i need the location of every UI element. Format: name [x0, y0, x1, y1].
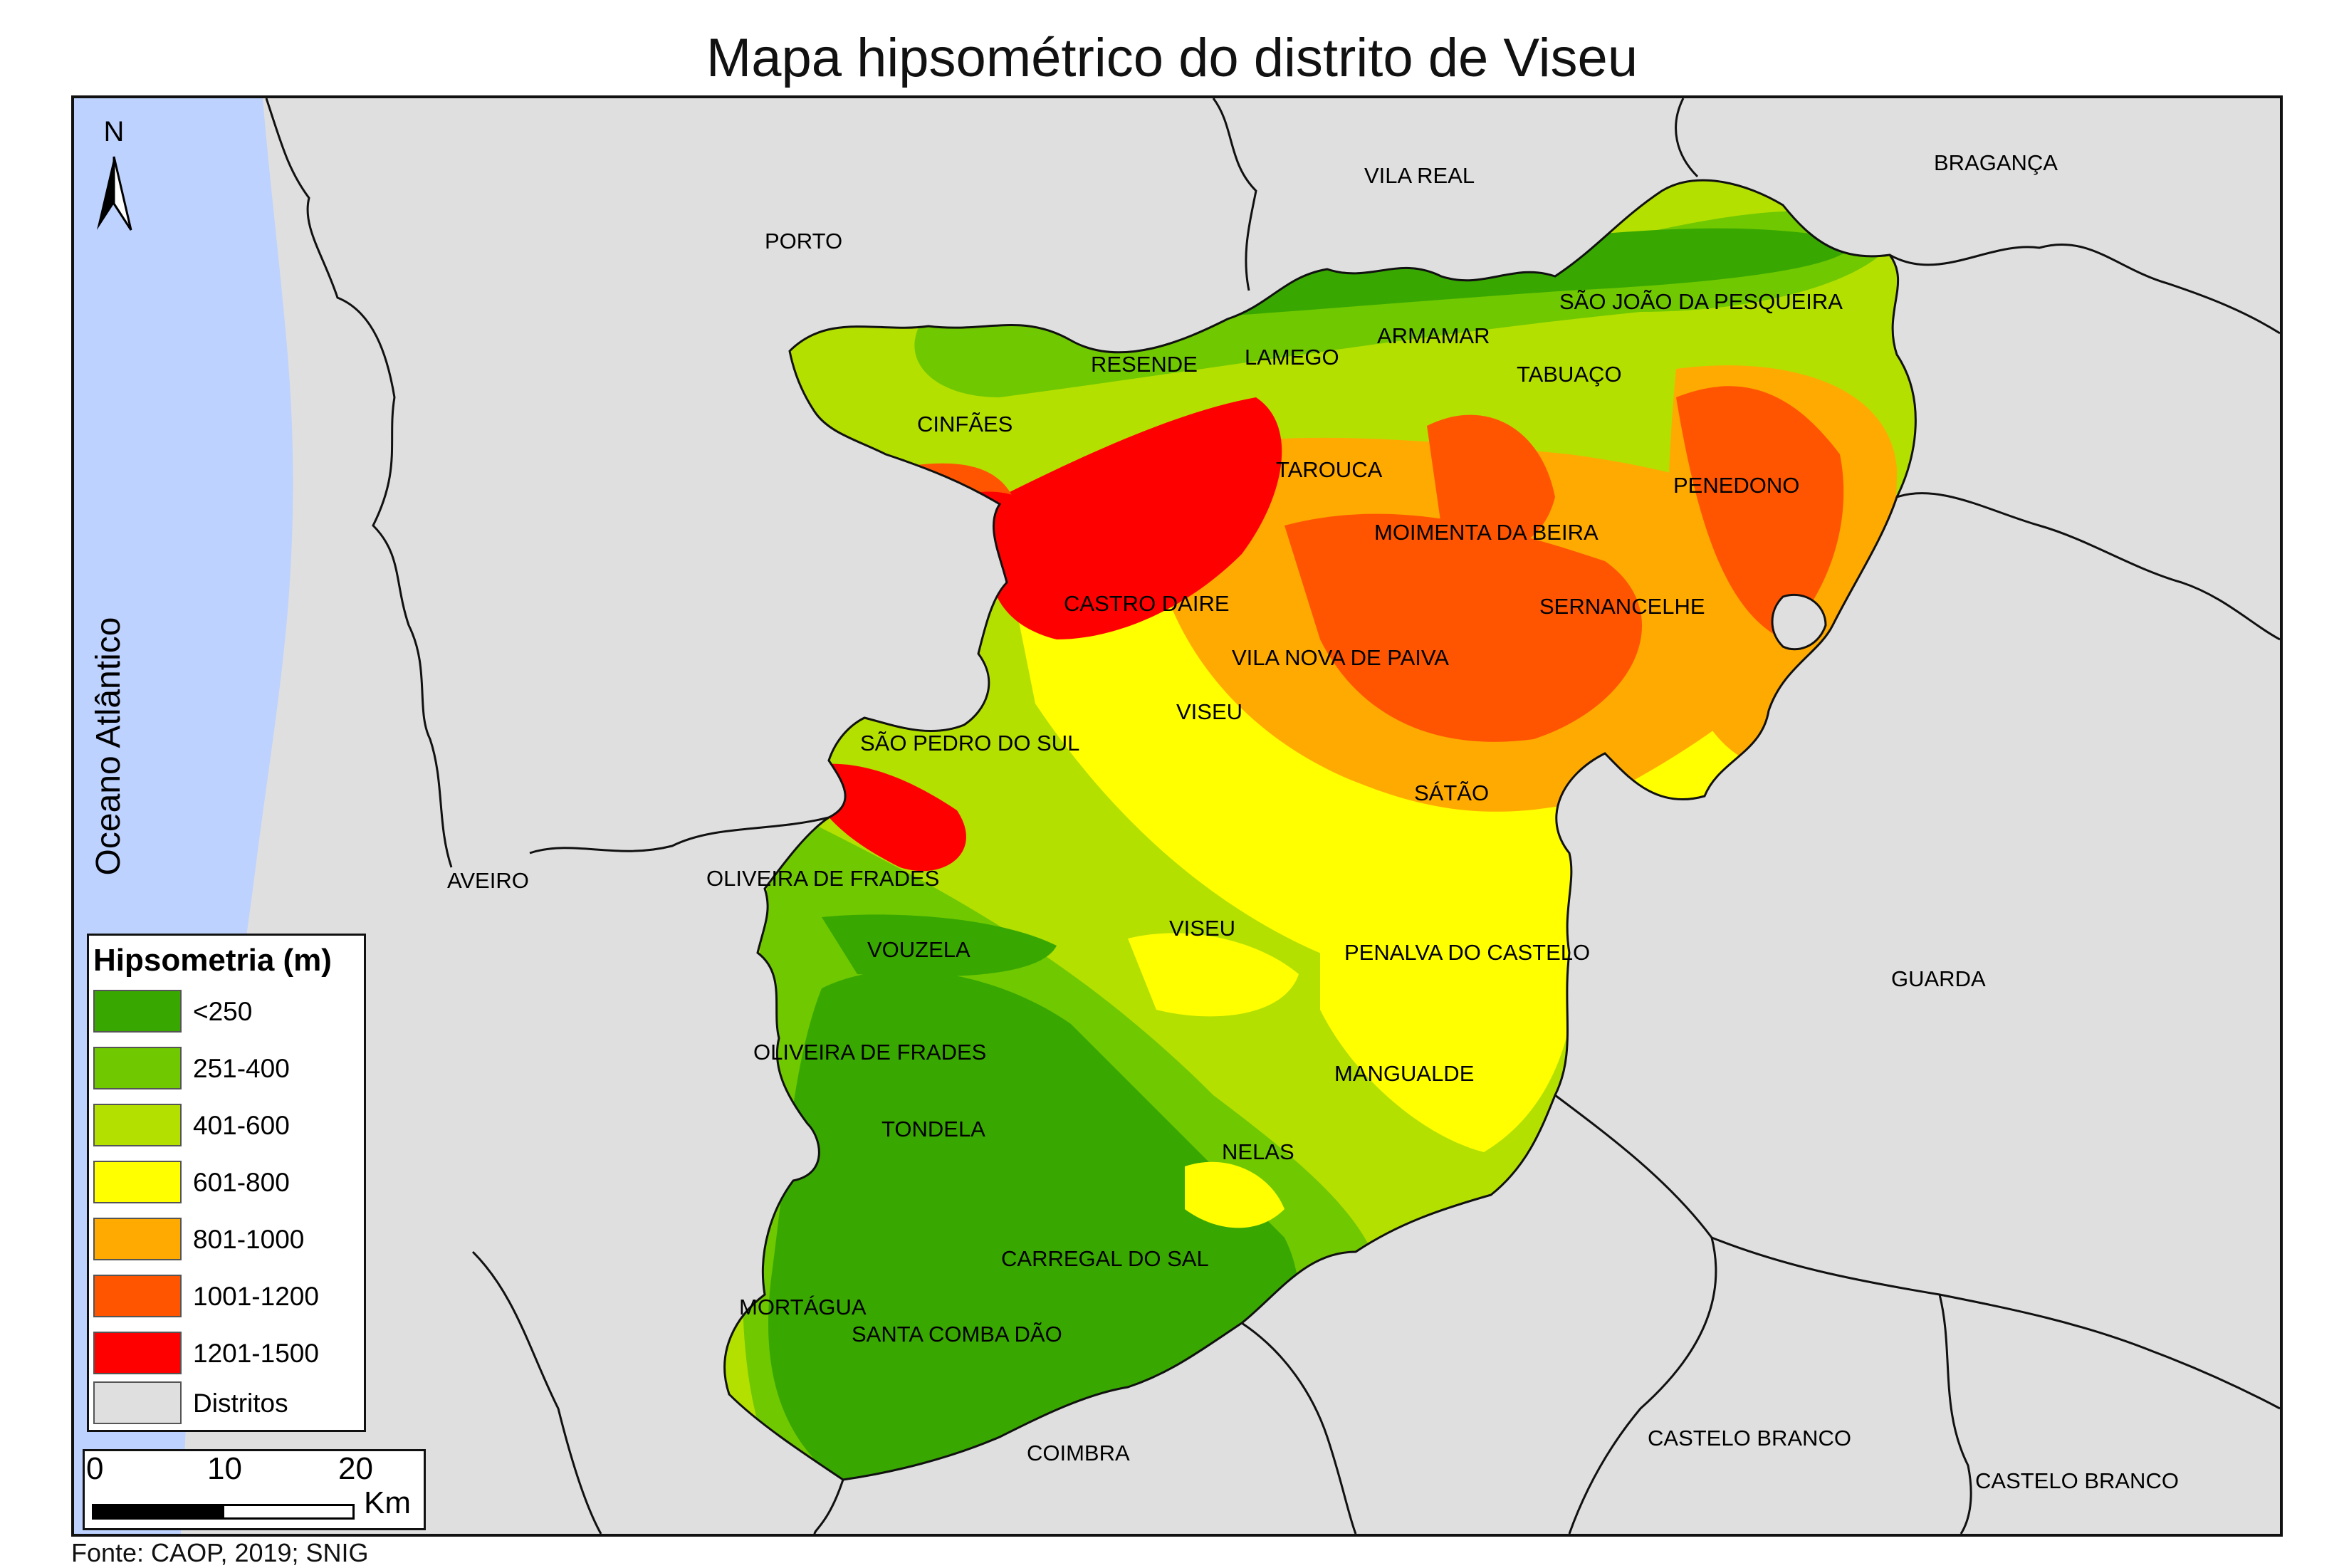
municipality-label: VISEU: [1176, 699, 1242, 724]
legend-label: 601-800: [193, 1168, 290, 1197]
district-boundaries: [265, 98, 2280, 1534]
district-labels: PORTO VILA REAL BRAGANÇA AVEIRO GUARDA C…: [447, 150, 2179, 1493]
municipality-label: SÃO JOÃO DA PESQUEIRA: [1559, 289, 1843, 314]
north-arrow: N: [97, 116, 132, 231]
scale-bar: 0 10 20 Km: [83, 1449, 426, 1530]
legend-item: 401-600: [93, 1104, 357, 1146]
legend-swatch: [93, 1332, 182, 1374]
municipality-label: SÃO PEDRO DO SUL: [860, 731, 1079, 756]
map-title: Mapa hipsométrico do distrito de Viseu: [706, 28, 1638, 88]
municipality-label: SÁTÃO: [1414, 780, 1489, 805]
municipality-label: VOUZELA: [867, 937, 970, 962]
municipality-label: MORTÁGUA: [739, 1295, 867, 1319]
scale-tick-label: 10: [207, 1451, 242, 1486]
legend-label: 801-1000: [193, 1225, 305, 1254]
legend-item: <250: [93, 990, 357, 1033]
municipality-label: VILA NOVA DE PAIVA: [1232, 645, 1449, 670]
municipality-label: VISEU: [1169, 916, 1235, 941]
municipality-label: SERNANCELHE: [1539, 594, 1705, 619]
legend-label: 251-400: [193, 1054, 290, 1083]
municipality-label: TAROUCA: [1276, 457, 1383, 482]
district-label-castelo-branco: CASTELO BRANCO: [1648, 1426, 1851, 1451]
legend-swatch: [93, 1218, 182, 1260]
scale-tick-label: 0: [86, 1451, 104, 1486]
municipality-label: MANGUALDE: [1334, 1061, 1474, 1086]
map-frame: N Oceano Atlântico PORTO VILA REAL BRAGA…: [71, 95, 2283, 1537]
municipality-label: CARREGAL DO SAL: [1001, 1246, 1209, 1271]
legend-item: 801-1000: [93, 1218, 357, 1260]
municipality-label: OLIVEIRA DE FRADES: [706, 866, 939, 891]
legend-item: Distritos: [93, 1381, 357, 1424]
legend-swatch: [93, 1381, 182, 1424]
legend-item: 601-800: [93, 1161, 357, 1203]
municipality-labels: SÃO JOÃO DA PESQUEIRA ARMAMAR LAMEGO RES…: [706, 289, 1843, 1347]
legend-swatch: [93, 1104, 182, 1146]
municipality-label: PENALVA DO CASTELO: [1344, 940, 1590, 965]
legend-label: <250: [193, 997, 253, 1026]
municipality-label: NELAS: [1222, 1139, 1294, 1164]
district-label-castelo-branco-2: CASTELO BRANCO: [1975, 1468, 2179, 1493]
map-canvas: N Oceano Atlântico PORTO VILA REAL BRAGA…: [74, 98, 2280, 1534]
municipality-label: ARMAMAR: [1377, 323, 1490, 348]
legend-swatch: [93, 990, 182, 1033]
municipality-label: TONDELA: [881, 1117, 985, 1141]
scale-bar-black-segment: [92, 1504, 224, 1520]
legend-swatch: [93, 1275, 182, 1317]
north-label: N: [104, 116, 125, 147]
ocean-label: Oceano Atlântico: [90, 617, 127, 876]
municipality-label: RESENDE: [1091, 352, 1198, 377]
legend-label: Distritos: [193, 1389, 288, 1418]
north-arrow-left-icon: [97, 157, 114, 230]
municipality-label: LAMEGO: [1245, 345, 1339, 370]
legend-item: 1201-1500: [93, 1332, 357, 1374]
north-arrow-right-icon: [113, 156, 132, 231]
district-label-aveiro: AVEIRO: [447, 868, 529, 893]
municipality-label: SANTA COMBA DÃO: [852, 1322, 1062, 1347]
reservoir-area: [1771, 593, 1827, 651]
scale-bar-white-segment: [222, 1504, 355, 1520]
district-label-coimbra: COIMBRA: [1027, 1441, 1130, 1465]
legend-label: 1001-1200: [193, 1282, 319, 1311]
district-label-guarda: GUARDA: [1891, 966, 1986, 991]
district-label-braganca: BRAGANÇA: [1934, 150, 2058, 175]
district-label-vila-real: VILA REAL: [1364, 163, 1475, 188]
municipality-label: CASTRO DAIRE: [1064, 591, 1230, 616]
source-note: Fonte: CAOP, 2019; SNIG: [71, 1538, 369, 1567]
scale-tick-label: 20: [338, 1451, 373, 1486]
municipality-label: MOIMENTA DA BEIRA: [1374, 520, 1599, 545]
legend-item: 251-400: [93, 1047, 357, 1089]
legend-label: 1201-1500: [193, 1339, 319, 1368]
legend-label: 401-600: [193, 1111, 290, 1140]
viseu-district-outline: [723, 179, 1917, 1481]
viseu-district-elevation: [724, 180, 1916, 1480]
municipality-label: TABUAÇO: [1517, 362, 1622, 387]
scale-unit: Km: [364, 1485, 411, 1520]
municipality-label: CINFÃES: [917, 412, 1013, 437]
district-label-porto: PORTO: [765, 229, 842, 254]
legend: Hipsometria (m) <250 251-400 401-600 601…: [87, 934, 366, 1432]
municipality-label: PENEDONO: [1673, 473, 1799, 498]
legend-title: Hipsometria (m): [93, 943, 332, 978]
legend-swatch: [93, 1161, 182, 1203]
legend-swatch: [93, 1047, 182, 1089]
municipality-label: OLIVEIRA DE FRADES: [753, 1040, 986, 1065]
legend-item: 1001-1200: [93, 1275, 357, 1317]
